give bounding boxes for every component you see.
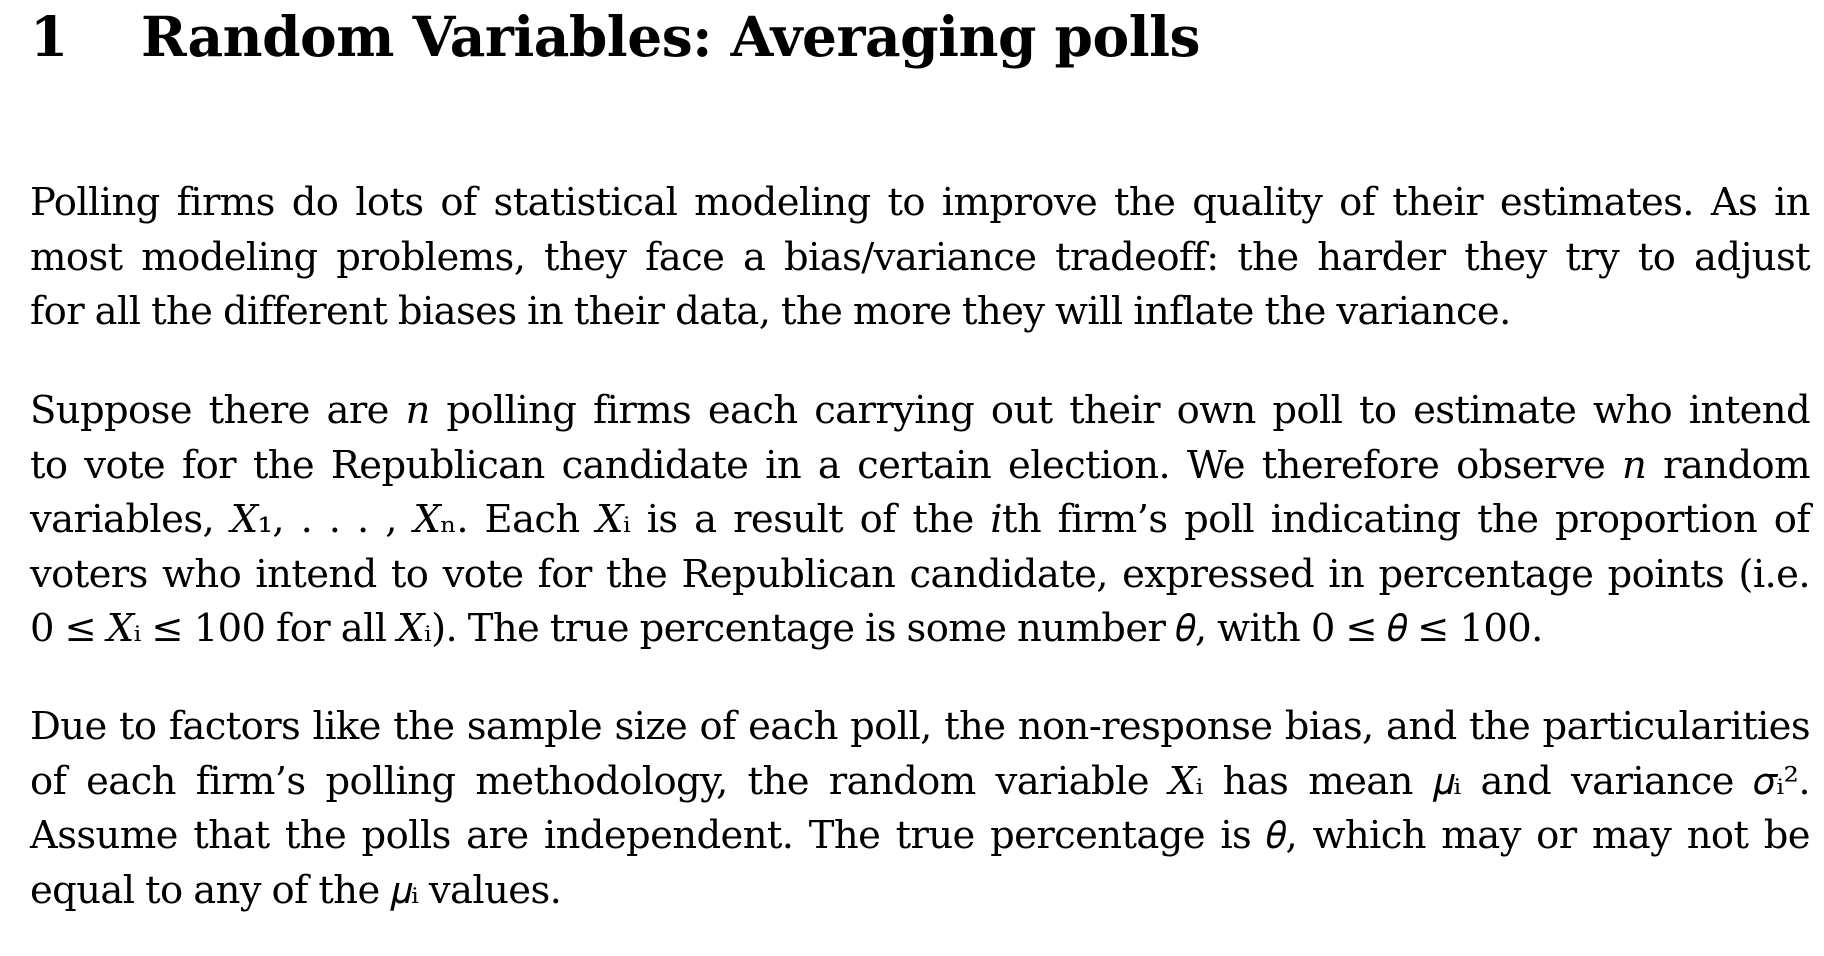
paragraph-intro: Polling firms do lots of statistical mod…: [30, 176, 1811, 340]
text-line: for all the different biases in their da…: [30, 289, 1511, 334]
section-heading: 1 Random Variables: Averaging polls: [30, 2, 1200, 72]
text-line: Due to factors like the sample size of e…: [30, 704, 1811, 749]
text-line: variables, 𝑋₁, . . . , 𝑋ₙ. Each 𝑋ᵢ is a …: [30, 497, 1811, 542]
text-line: Assume that the polls are independent. T…: [30, 813, 1811, 858]
text-line: Suppose there are 𝑛 polling firms each c…: [30, 388, 1811, 433]
section-title: Random Variables: Averaging polls: [141, 4, 1200, 69]
text-line: to vote for the Republican candidate in …: [30, 442, 1811, 488]
text-line: voters who intend to vote for the Republ…: [30, 551, 1811, 597]
paragraph-setup: Suppose there are 𝑛 polling firms each c…: [30, 384, 1811, 657]
section-number: 1: [30, 4, 68, 69]
text-line: of each firm’s polling methodology, the …: [30, 758, 1811, 804]
text-line: Polling firms do lots of statistical mod…: [30, 180, 1811, 225]
text-line: equal to any of the 𝜇ᵢ values.: [30, 867, 562, 913]
text-line: most modeling problems, they face a bias…: [30, 234, 1811, 280]
text-line: 0 ≤ 𝑋ᵢ ≤ 100 for all 𝑋ᵢ). The true perce…: [30, 606, 1543, 651]
paragraph-assumptions: Due to factors like the sample size of e…: [30, 700, 1811, 918]
